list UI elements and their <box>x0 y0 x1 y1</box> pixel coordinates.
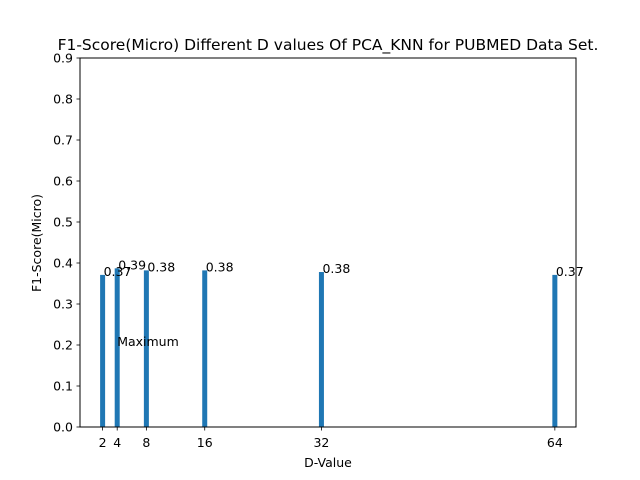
x-tick-label: 4 <box>113 435 121 450</box>
data-labels-group: 0.370.39 0.38 0.38 0.38 0.37 <box>104 257 584 279</box>
y-tick-label: 0.7 <box>53 133 73 148</box>
x-tick-label: 32 <box>313 435 329 450</box>
x-tick-label: 64 <box>547 435 563 450</box>
bars-group <box>100 268 558 427</box>
maximum-annotation: Maximum <box>117 334 179 349</box>
bar-d-4 <box>114 268 120 427</box>
y-tick-label: 0.9 <box>53 51 73 66</box>
x-axis-ticks: 2 4 8 16 32 64 <box>99 427 563 450</box>
y-tick-label: 0.6 <box>53 174 73 189</box>
y-tick-label: 0.4 <box>53 256 73 271</box>
plot-area-frame <box>79 57 577 428</box>
data-label-d-64: 0.37 <box>556 264 584 279</box>
bar-d-2 <box>100 274 106 427</box>
y-tick-label: 0.1 <box>53 379 73 394</box>
y-axis-label: F1-Score(Micro) <box>29 194 44 292</box>
x-tick-label: 2 <box>99 435 107 450</box>
chart-title: F1-Score(Micro) Different D values Of PC… <box>58 36 599 55</box>
bar-d-64 <box>552 274 558 427</box>
x-axis-label: D-Value <box>304 455 352 470</box>
y-axis-ticks: 0.0 0.1 0.2 0.3 0.4 0.5 0.6 0.7 0.8 0.9 <box>53 51 80 435</box>
data-label-d-2: 0.37 <box>104 264 132 279</box>
bar-d-32 <box>318 272 324 427</box>
data-label-d-4: 0.39 <box>118 257 146 272</box>
bar-d-8 <box>143 270 149 427</box>
y-tick-label: 0.2 <box>53 338 73 353</box>
x-tick-label: 8 <box>142 435 150 450</box>
y-tick-label: 0.8 <box>53 92 73 107</box>
bar-d-16 <box>202 270 208 427</box>
y-tick-label: 0.5 <box>53 215 73 230</box>
data-label-d-16: 0.38 <box>206 259 234 274</box>
y-tick-label: 0.0 <box>53 420 73 435</box>
y-tick-label: 0.3 <box>53 297 73 312</box>
data-label-d-32: 0.38 <box>322 261 350 276</box>
data-label-d-8: 0.38 <box>147 259 175 274</box>
x-tick-label: 16 <box>197 435 213 450</box>
